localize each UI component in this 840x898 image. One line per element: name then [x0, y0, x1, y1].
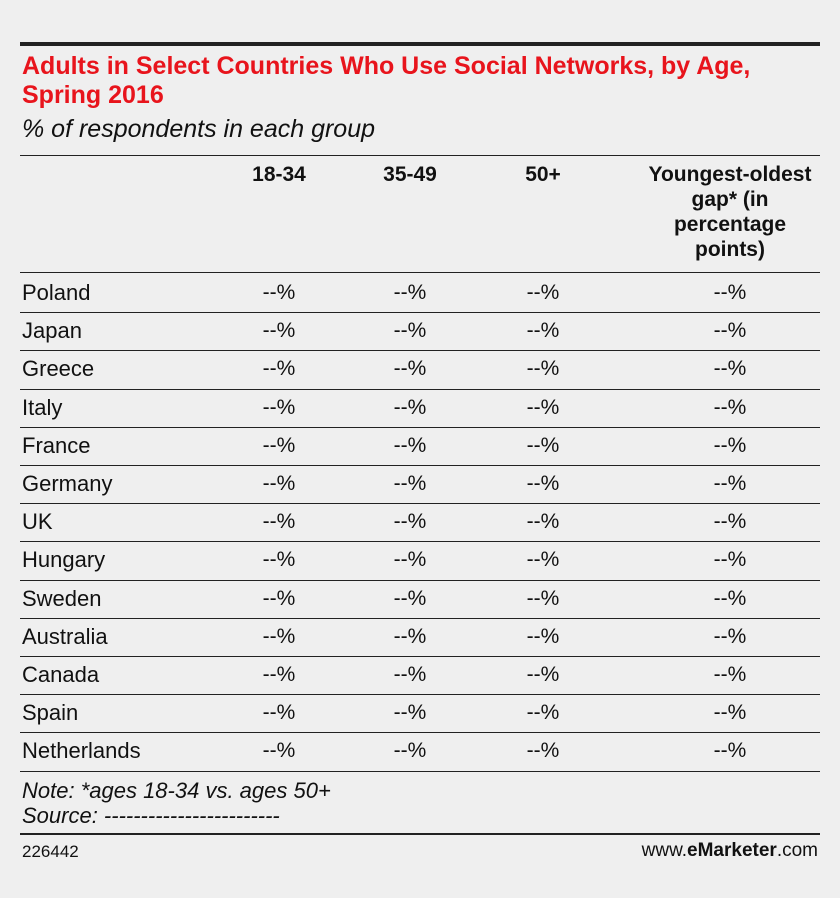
cell: --%: [262, 395, 296, 419]
cell: --%: [713, 433, 747, 457]
cell: --%: [262, 701, 296, 725]
cell: --%: [713, 739, 747, 763]
row-label: Germany: [22, 471, 113, 496]
cell: --%: [262, 510, 296, 534]
cell: --%: [526, 433, 560, 457]
cell: --%: [393, 319, 427, 343]
column-header: 18-34: [252, 163, 306, 186]
row-label: Canada: [22, 662, 100, 687]
cell: --%: [526, 739, 560, 763]
cell: --%: [526, 510, 560, 534]
row-label: Spain: [22, 700, 79, 726]
cell: --%: [262, 624, 296, 648]
source: Source: ------------------------: [22, 803, 280, 828]
cell: --%: [262, 663, 296, 686]
cell: --%: [393, 739, 427, 763]
cell: --%: [713, 586, 747, 610]
rule: [20, 771, 820, 772]
rule: [20, 580, 820, 581]
note: Note: *ages 18-34 vs. ages 50+: [22, 778, 331, 803]
cell: --%: [393, 586, 427, 610]
row-label: Japan: [22, 318, 82, 344]
cell: --%: [713, 319, 747, 343]
row-label: Sweden: [22, 585, 102, 611]
row-label: Italy: [22, 394, 63, 420]
cell: --%: [713, 548, 747, 572]
rule: [20, 833, 820, 835]
cell: --%: [526, 663, 560, 686]
cell: --%: [526, 701, 560, 725]
cell: --%: [526, 586, 560, 610]
rule: [20, 155, 820, 156]
rule: [20, 272, 820, 273]
column-header: Youngest-oldest gap* (in percentage poin…: [648, 163, 812, 261]
row-label: Poland: [22, 280, 91, 305]
cell: --%: [393, 624, 427, 648]
row-label: France: [22, 432, 91, 458]
rule: [20, 389, 820, 390]
cell: --%: [713, 395, 747, 419]
brand-part: eMarketer: [687, 840, 777, 861]
brand: www.eMarketer.com: [642, 840, 818, 862]
rule: [20, 656, 820, 657]
cell: --%: [262, 586, 296, 610]
cell: --%: [393, 548, 427, 572]
cell: --%: [262, 433, 296, 457]
rule: [20, 350, 820, 351]
cell: --%: [393, 395, 427, 419]
cell: --%: [262, 739, 296, 763]
cell: --%: [262, 281, 296, 304]
cell: --%: [526, 281, 560, 304]
cell: --%: [262, 548, 296, 572]
cell: --%: [393, 281, 427, 304]
title: Adults in Select Countries Who Use Socia…: [22, 52, 751, 109]
cell: --%: [713, 624, 747, 648]
cell: --%: [526, 357, 560, 381]
cell: --%: [526, 624, 560, 648]
cell: --%: [526, 319, 560, 343]
cell: --%: [393, 701, 427, 725]
cell: --%: [393, 433, 427, 457]
cell: --%: [393, 472, 427, 495]
cell: --%: [526, 472, 560, 495]
cell: --%: [262, 472, 296, 495]
subtitle: % of respondents in each group: [22, 115, 376, 143]
cell: --%: [526, 395, 560, 419]
rule: [20, 503, 820, 504]
row-label: Netherlands: [22, 738, 141, 764]
cell: --%: [393, 510, 427, 534]
chart-id: 226442: [22, 842, 79, 861]
rule: [20, 732, 820, 733]
cell: --%: [713, 281, 747, 304]
cell: --%: [393, 357, 427, 381]
rule: [20, 541, 820, 542]
cell: --%: [713, 357, 747, 381]
rule: [20, 618, 820, 619]
cell: --%: [713, 663, 747, 686]
cell: --%: [393, 663, 427, 686]
cell: --%: [262, 357, 296, 381]
cell: --%: [262, 319, 296, 343]
rule: [20, 312, 820, 313]
column-header: 35-49: [383, 163, 437, 186]
row-label: Australia: [22, 623, 108, 649]
cell: --%: [713, 472, 747, 495]
cell: --%: [713, 510, 747, 534]
rule: [20, 465, 820, 466]
rule: [20, 427, 820, 428]
brand-part: www.: [641, 840, 688, 861]
column-header: 50+: [525, 163, 561, 186]
rule: [20, 694, 820, 695]
cell: --%: [526, 548, 560, 572]
brand-part: .com: [776, 840, 818, 861]
row-label: Hungary: [22, 547, 106, 573]
cell: --%: [713, 701, 747, 725]
top-rule: [20, 42, 820, 46]
row-label: Greece: [22, 356, 95, 382]
row-label: UK: [22, 509, 53, 535]
